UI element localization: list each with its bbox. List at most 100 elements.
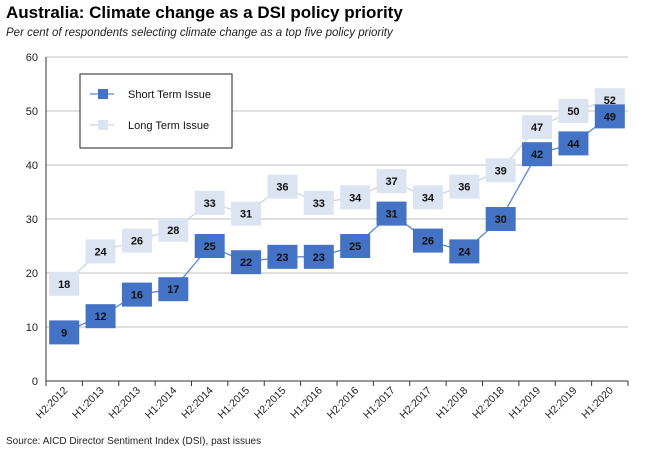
x-tick-label: H2:2018 — [470, 385, 507, 422]
data-label-long-term: 26 — [131, 236, 143, 248]
legend: Short Term Issue Long Term Issue — [79, 73, 233, 149]
data-label-short-term: 9 — [61, 327, 67, 339]
data-label-long-term: 50 — [567, 106, 579, 118]
x-tick-label: H1:2015 — [216, 385, 253, 422]
x-tick-label: H2:2012 — [34, 385, 71, 422]
y-tick-label: 0 — [32, 376, 38, 388]
data-label-long-term: 36 — [458, 182, 470, 194]
data-point-long-term — [485, 158, 516, 183]
data-label-short-term: 16 — [131, 290, 143, 302]
chart-title: Australia: Climate change as a DSI polic… — [6, 3, 403, 22]
data-label-short-term: 26 — [422, 236, 434, 248]
data-point-short-term — [376, 201, 407, 226]
data-label-short-term: 22 — [240, 257, 252, 269]
source-note: Source: AICD Director Sentiment Index (D… — [6, 436, 262, 447]
data-point-long-term — [85, 239, 116, 264]
x-tick-label: H2:2016 — [325, 385, 362, 422]
data-label-long-term: 52 — [604, 95, 616, 107]
data-point-long-term — [49, 271, 80, 296]
y-tick-label: 20 — [26, 268, 38, 280]
x-tick-label: H2:2015 — [252, 385, 289, 422]
data-point-long-term — [412, 185, 443, 210]
data-point-long-term — [231, 201, 262, 226]
data-point-long-term — [376, 169, 407, 194]
x-tick-label: H1:2016 — [288, 385, 325, 422]
data-point-short-term — [412, 228, 443, 253]
y-tick-label: 60 — [26, 52, 38, 64]
x-tick-label: H1:2014 — [143, 385, 180, 422]
data-label-short-term: 30 — [495, 214, 507, 226]
data-label-short-term: 23 — [276, 252, 288, 264]
data-label-long-term: 36 — [276, 182, 288, 194]
chart-subtitle: Per cent of respondents selecting climat… — [6, 27, 393, 39]
legend-label-short-term: Short Term Issue — [128, 89, 211, 101]
legend-box — [79, 73, 233, 149]
x-tick-label: H2:2013 — [106, 385, 143, 422]
data-label-short-term: 31 — [385, 209, 397, 221]
data-label-long-term: 18 — [58, 279, 70, 291]
data-label-long-term: 34 — [349, 192, 362, 204]
data-label-long-term: 33 — [204, 198, 216, 210]
data-point-long-term — [340, 185, 371, 210]
data-point-short-term — [485, 207, 516, 231]
y-tick-label: 10 — [26, 322, 38, 334]
series-area: 18 24 26 28 33 31 36 33 34 37 34 36 39 47 50 52 9 12 16 17 2… — [49, 88, 625, 345]
gridlines — [46, 56, 628, 328]
x-tick-label: H1:2013 — [70, 385, 107, 422]
data-label-long-term: 34 — [422, 192, 435, 204]
data-point-long-term — [303, 190, 334, 215]
data-point-long-term — [194, 190, 225, 215]
data-point-short-term — [49, 320, 80, 345]
data-label-long-term: 31 — [240, 209, 252, 221]
legend-label-long-term: Long Term Issue — [128, 120, 209, 132]
data-point-long-term — [522, 115, 553, 140]
data-label-short-term: 44 — [567, 138, 580, 150]
data-label-short-term: 49 — [604, 111, 616, 123]
x-tick-label: H2:2017 — [397, 385, 434, 422]
x-tick-label: H1:2020 — [579, 385, 616, 422]
data-point-short-term — [303, 244, 334, 269]
x-tick-label: H1:2018 — [434, 385, 471, 422]
data-point-long-term — [158, 217, 189, 242]
series-line-short-term — [63, 115, 611, 333]
data-label-long-term: 47 — [531, 122, 543, 134]
data-label-short-term: 17 — [167, 284, 179, 296]
data-point-short-term — [558, 131, 589, 156]
x-tick-label: H2:2019 — [543, 385, 580, 422]
x-tick-label: H1:2017 — [361, 385, 398, 422]
y-tick-label: 50 — [26, 106, 38, 118]
data-label-short-term: 25 — [349, 241, 361, 253]
data-point-short-term — [449, 239, 480, 264]
data-point-long-term — [121, 228, 152, 253]
data-label-long-term: 28 — [167, 225, 179, 237]
data-point-short-term — [231, 250, 262, 275]
series-line-long-term — [63, 99, 610, 285]
data-point-short-term — [85, 304, 116, 329]
data-point-short-term — [340, 234, 371, 258]
legend-marker-short-term — [98, 89, 108, 99]
data-point-short-term — [121, 282, 152, 307]
data-label-long-term: 39 — [495, 165, 507, 177]
data-point-short-term — [158, 277, 189, 302]
data-label-short-term: 24 — [458, 246, 471, 258]
data-label-short-term: 42 — [531, 149, 543, 161]
x-tick-label: H2:2014 — [179, 385, 216, 422]
y-tick-label: 30 — [26, 214, 38, 226]
data-label-short-term: 25 — [204, 241, 216, 253]
data-label-short-term: 12 — [94, 311, 106, 323]
data-label-long-term: 37 — [385, 176, 397, 188]
data-label-long-term: 33 — [313, 198, 325, 210]
data-label-long-term: 24 — [94, 246, 107, 258]
data-point-long-term — [267, 174, 298, 199]
data-point-short-term — [267, 244, 298, 269]
data-point-short-term — [522, 142, 553, 167]
data-point-short-term — [594, 104, 625, 129]
data-point-long-term — [449, 174, 480, 199]
y-tick-label: 40 — [26, 160, 38, 172]
data-point-long-term — [558, 99, 589, 123]
legend-marker-long-term — [98, 120, 108, 130]
data-point-short-term — [194, 234, 225, 258]
data-label-short-term: 23 — [313, 252, 325, 264]
x-tick-label: H1:2019 — [507, 385, 544, 422]
